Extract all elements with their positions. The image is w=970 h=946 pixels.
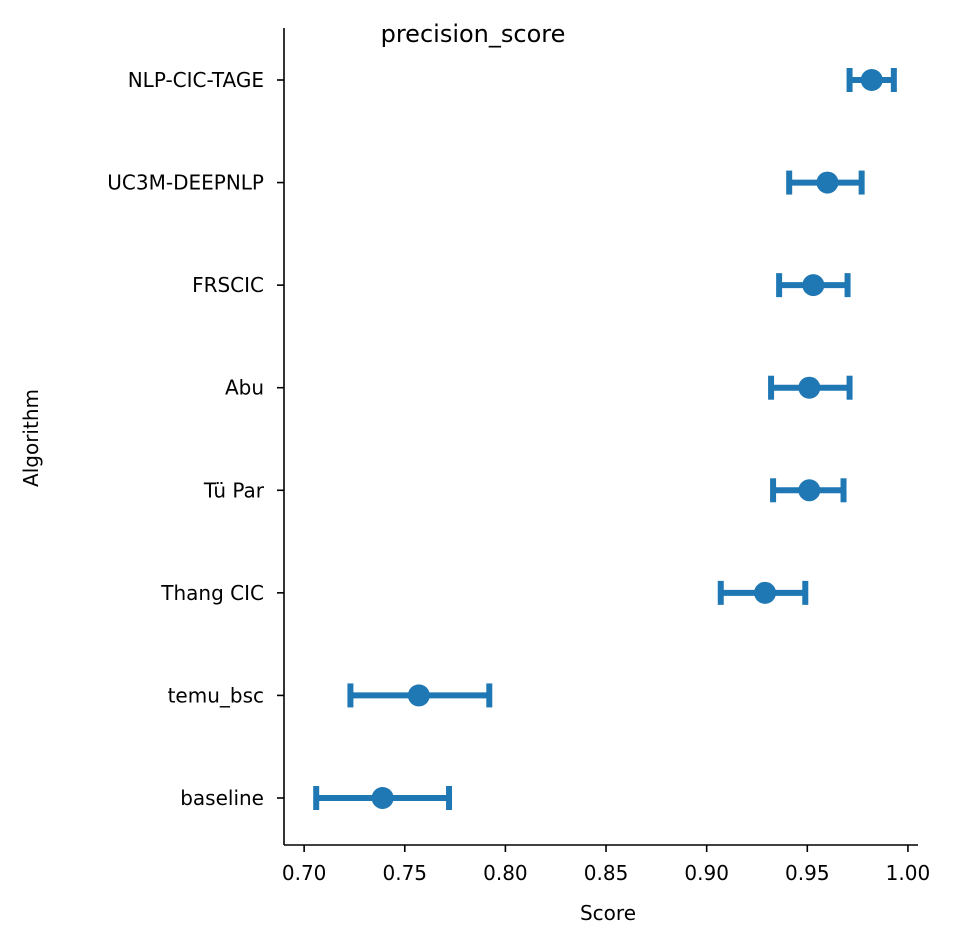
y-tick-label: Abu — [225, 376, 264, 400]
x-axis-label: Score — [580, 901, 636, 925]
data-point — [802, 274, 825, 297]
y-tick-label: baseline — [180, 786, 264, 810]
y-tick-label: Tü Par — [203, 478, 265, 502]
data-point — [754, 581, 777, 604]
data-point — [371, 786, 394, 809]
y-axis-ticks: NLP-CIC-TAGE UC3M-DEEPNLP FRSCIC Abu Tü Par T… — [107, 68, 284, 810]
x-axis-ticks: 0.70 0.75 0.80 0.85 0.90 0.95 1.00 — [282, 845, 930, 885]
x-tick-label: 0.90 — [684, 861, 729, 885]
plot-area — [313, 68, 897, 810]
y-tick-label: NLP-CIC-TAGE — [128, 68, 264, 92]
data-point — [798, 376, 821, 399]
data-point — [816, 171, 839, 194]
data-point — [407, 684, 430, 707]
x-tick-label: 0.70 — [282, 861, 327, 885]
y-tick-label: UC3M-DEEPNLP — [107, 171, 264, 195]
x-tick-label: 0.75 — [382, 861, 427, 885]
data-point — [860, 69, 883, 91]
y-tick-label: Thang CIC — [160, 581, 264, 605]
data-point — [798, 479, 821, 502]
x-tick-label: 0.85 — [584, 861, 629, 885]
x-tick-label: 1.00 — [886, 861, 931, 885]
chart-title: precision_score — [381, 20, 566, 48]
x-tick-label: 0.80 — [483, 861, 528, 885]
y-axis-label: Algorithm — [19, 389, 43, 487]
y-tick-label: FRSCIC — [192, 273, 264, 297]
y-tick-label: temu_bsc — [168, 683, 264, 707]
x-tick-label: 0.95 — [785, 861, 830, 885]
